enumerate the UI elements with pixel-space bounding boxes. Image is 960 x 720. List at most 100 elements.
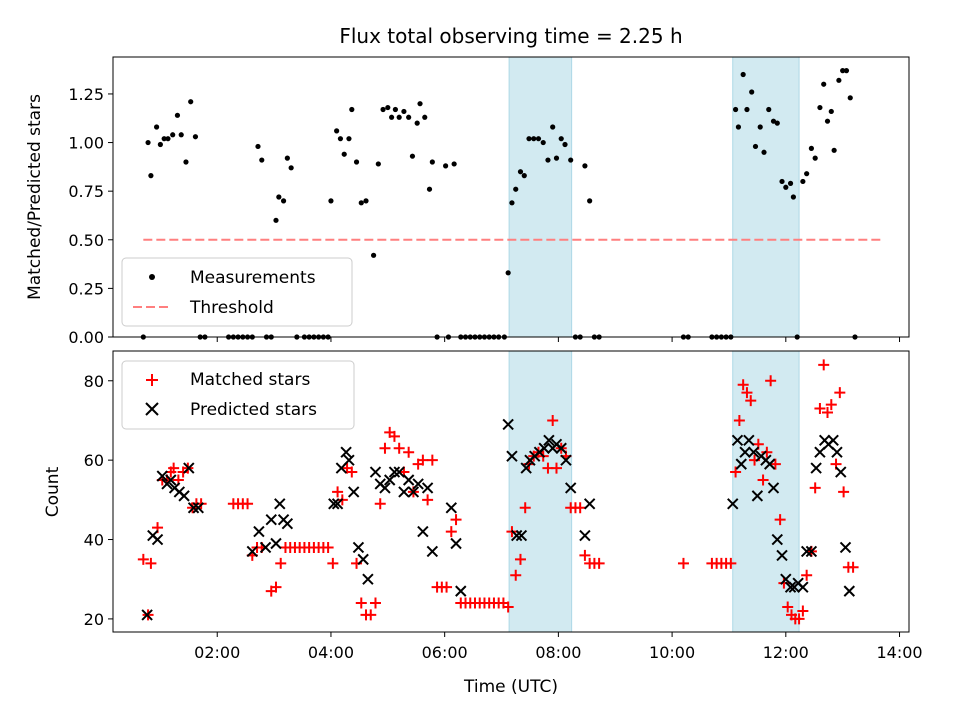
measurement-point bbox=[752, 143, 759, 150]
measurement-point bbox=[787, 180, 794, 186]
measurement-point bbox=[443, 163, 449, 169]
matched-star-point bbox=[365, 609, 377, 621]
shaded-interval bbox=[508, 56, 573, 338]
measurement-point bbox=[840, 68, 846, 74]
measurement-point bbox=[550, 124, 556, 130]
predicted-star-point bbox=[402, 474, 415, 486]
measurement-point bbox=[744, 106, 750, 113]
predicted-star-point bbox=[331, 498, 344, 510]
measurement-point bbox=[451, 161, 457, 167]
matched-star-point bbox=[168, 462, 180, 474]
predicted-star-point bbox=[543, 434, 555, 447]
measurement-point bbox=[380, 106, 386, 113]
predicted-star-point bbox=[731, 434, 744, 447]
predicted-star-point bbox=[743, 434, 755, 447]
measurement-point bbox=[192, 134, 199, 140]
legend-marker-predicted bbox=[145, 402, 159, 416]
matched-star-point bbox=[514, 553, 526, 565]
matched-star-point bbox=[818, 359, 830, 371]
predicted-star-point bbox=[450, 537, 462, 550]
predicted-stars-points bbox=[141, 418, 856, 621]
measurement-point bbox=[757, 124, 763, 130]
measurement-point bbox=[358, 200, 364, 206]
matched-star-point bbox=[677, 557, 689, 569]
top-panel: 0.00 0.25 0.50 0.75 1.00 1.25 Matched/Predict… bbox=[25, 56, 910, 347]
measurement-point bbox=[409, 153, 416, 159]
measurement-point bbox=[346, 136, 352, 142]
y-tick-label: 1.00 bbox=[68, 134, 104, 153]
top-legend: Measurements Threshold bbox=[121, 257, 353, 327]
measurement-point bbox=[553, 155, 560, 161]
bottom-legend-box bbox=[121, 360, 355, 430]
predicted-star-point bbox=[178, 490, 190, 502]
measurement-point bbox=[817, 104, 823, 111]
predicted-star-point bbox=[369, 466, 382, 478]
matched-star-point bbox=[730, 466, 742, 478]
matched-star-point bbox=[137, 553, 149, 565]
predicted-star-point bbox=[398, 486, 410, 498]
matched-star-point bbox=[322, 541, 334, 553]
matched-star-point bbox=[450, 514, 462, 526]
legend-label-predicted: Predicted stars bbox=[190, 400, 317, 420]
predicted-star-point bbox=[259, 541, 272, 554]
predicted-star-point bbox=[763, 458, 776, 470]
measurement-point bbox=[774, 120, 780, 126]
matched-star-point bbox=[417, 454, 429, 466]
legend-marker-matched bbox=[146, 374, 158, 386]
predicted-star-point bbox=[583, 498, 596, 510]
x-tick-label: 08:00 bbox=[535, 643, 581, 662]
predicted-star-point bbox=[831, 446, 843, 458]
matched-star-point bbox=[270, 581, 282, 593]
predicted-star-point bbox=[388, 466, 401, 478]
measurement-point bbox=[531, 136, 537, 142]
matched-star-point bbox=[741, 387, 753, 399]
x-axis-label: Time (UTC) bbox=[463, 677, 558, 697]
predicted-star-point bbox=[455, 585, 467, 597]
predicted-star-point bbox=[510, 529, 523, 542]
bottom-x-ticks: 02:00 04:00 06:00 08:00 10:00 12:00 14:00 bbox=[194, 632, 923, 662]
measurement-point bbox=[812, 155, 818, 161]
measurement-point bbox=[375, 161, 381, 167]
bottom-shaded-intervals bbox=[508, 350, 800, 633]
matched-star-point bbox=[502, 601, 514, 613]
chart-title: Flux total observing time = 2.25 h bbox=[339, 24, 682, 48]
predicted-star-point bbox=[412, 478, 424, 490]
matched-star-point bbox=[757, 474, 769, 486]
matched-star-point bbox=[445, 526, 457, 538]
measurement-point bbox=[521, 173, 527, 179]
predicted-star-point bbox=[274, 498, 286, 510]
measurement-point bbox=[396, 114, 402, 120]
legend-label-measurements: Measurements bbox=[190, 268, 316, 288]
y-tick-label: 0.50 bbox=[68, 231, 104, 250]
matched-star-point bbox=[733, 414, 745, 426]
matched-star-point bbox=[346, 466, 358, 478]
matched-star-point bbox=[809, 482, 821, 494]
measurement-point bbox=[509, 200, 515, 206]
predicted-star-point bbox=[515, 529, 528, 542]
measurement-point bbox=[804, 171, 810, 177]
matched-star-point bbox=[782, 601, 794, 613]
measurement-point bbox=[513, 186, 519, 192]
matched-star-point bbox=[374, 498, 386, 510]
matched-star-point bbox=[793, 613, 805, 625]
bottom-y-axis-label: Count bbox=[43, 466, 63, 517]
measurement-point bbox=[170, 132, 176, 138]
predicted-star-point bbox=[538, 442, 550, 454]
measurement-point bbox=[153, 124, 160, 130]
measurement-point bbox=[836, 77, 842, 83]
shaded-interval bbox=[732, 56, 800, 338]
matched-star-point bbox=[379, 442, 391, 454]
measurement-point bbox=[178, 132, 184, 138]
measurement-point bbox=[259, 157, 265, 163]
predicted-star-point bbox=[555, 442, 567, 454]
predicted-star-point bbox=[805, 545, 818, 558]
measurement-point bbox=[385, 104, 391, 111]
predicted-star-point bbox=[727, 498, 739, 510]
matched-star-point bbox=[332, 486, 344, 498]
predicted-star-point bbox=[246, 545, 259, 558]
predicted-star-point bbox=[343, 454, 355, 466]
top-y-axis-label: Matched/Predicted stars bbox=[25, 94, 45, 300]
measurement-point bbox=[429, 159, 435, 165]
predicted-star-point bbox=[340, 446, 352, 458]
matched-star-point bbox=[393, 442, 405, 454]
